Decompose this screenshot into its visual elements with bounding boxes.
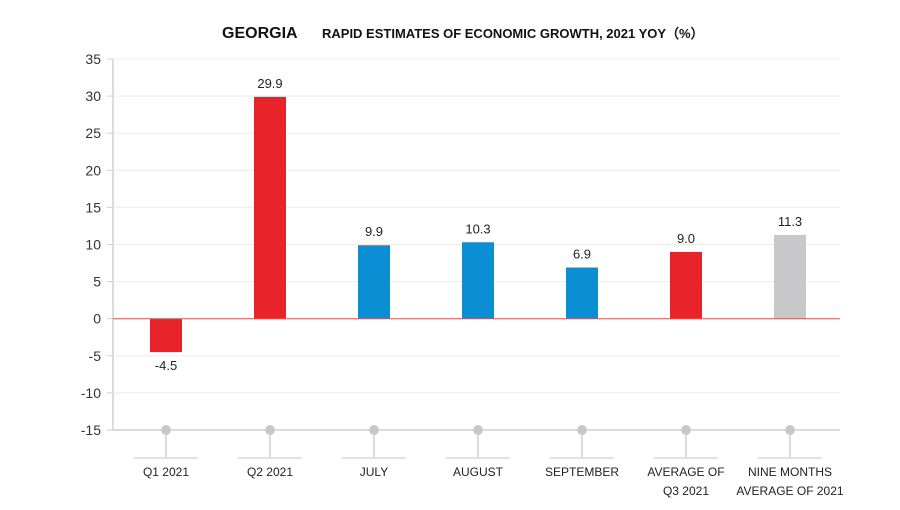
category-marker	[265, 425, 275, 435]
x-tick-label: AVERAGE OF 2021	[736, 484, 843, 498]
data-label: 6.9	[573, 247, 591, 262]
y-tick-label: -5	[89, 348, 102, 364]
category-marker	[785, 425, 795, 435]
bar	[254, 96, 286, 319]
chart-title: GEORGIA	[222, 25, 298, 42]
y-tick-label: 5	[93, 274, 101, 290]
bar	[150, 318, 182, 353]
category-marker	[369, 425, 379, 435]
y-tick-label: 0	[93, 311, 101, 327]
x-tick-label: Q1 2021	[143, 465, 189, 479]
data-label: -4.5	[155, 358, 177, 373]
y-tick-label: 10	[85, 237, 101, 253]
category-marker	[577, 425, 587, 435]
category-marker	[161, 425, 171, 435]
y-tick-label: -15	[81, 422, 101, 438]
data-label: 9.0	[677, 231, 695, 246]
y-tick-label: 35	[85, 51, 101, 67]
data-label: 11.3	[778, 214, 802, 229]
data-label: 9.9	[365, 224, 383, 239]
x-tick-label: JULY	[360, 465, 388, 479]
x-tick-label: AVERAGE OF	[647, 465, 724, 479]
x-tick-label: NINE MONTHS	[748, 465, 832, 479]
bar	[670, 251, 702, 319]
category-marker	[681, 425, 691, 435]
data-label: 29.9	[257, 76, 282, 91]
data-label: 10.3	[465, 221, 490, 236]
y-tick-label: 25	[85, 125, 101, 141]
bar	[358, 245, 390, 319]
category-marker	[473, 425, 483, 435]
y-tick-label: 30	[85, 88, 101, 104]
y-tick-label: 15	[85, 199, 101, 215]
bar	[774, 234, 806, 319]
chart-subtitle: RAPID ESTIMATES OF ECONOMIC GROWTH, 2021…	[322, 26, 704, 41]
y-tick-label: -10	[81, 385, 101, 401]
x-tick-label: Q3 2021	[663, 484, 709, 498]
y-tick-label: 20	[85, 162, 101, 178]
x-tick-label: SEPTEMBER	[545, 465, 619, 479]
bar	[462, 242, 494, 319]
x-tick-label: Q2 2021	[247, 465, 293, 479]
bar	[566, 267, 598, 319]
x-tick-label: AUGUST	[453, 465, 504, 479]
